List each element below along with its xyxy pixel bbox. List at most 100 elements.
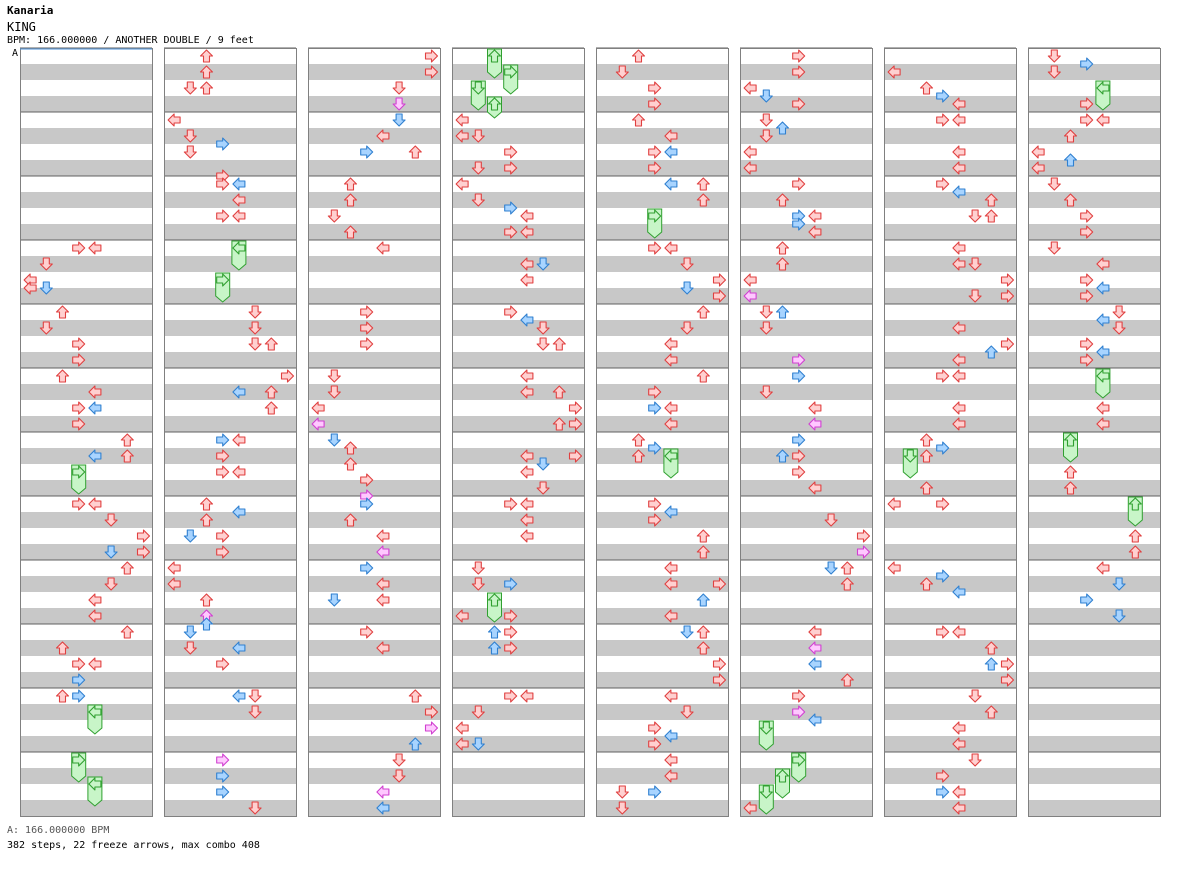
step-note [520,273,534,287]
arrow-shape [39,321,53,335]
step-note [743,801,757,815]
arrow-shape [759,113,773,127]
step-note [520,385,534,399]
arrow-shape [792,177,806,191]
freeze-arrow [1096,369,1110,383]
arrow-shape [856,545,871,559]
step-note [72,673,86,687]
step-note [952,145,966,159]
arrow-shape [1080,97,1094,111]
arrow-shape [183,529,197,543]
arrow-shape [520,449,534,463]
stripe [164,384,296,400]
step-note [775,241,790,255]
step-note [1096,401,1110,415]
arrow-shape [327,209,341,223]
arrow-shape [216,433,230,447]
step-note [120,433,134,447]
step-note [311,401,325,415]
footer-bpm: A: 166.000000 BPM [7,825,110,836]
step-note [183,81,197,95]
stripe [740,416,872,432]
stripe [452,288,584,304]
arrow-shape [216,209,230,223]
step-note [455,737,469,751]
step-note [232,505,246,519]
step-note [264,401,278,415]
arrow-shape [455,129,469,143]
arrow-shape [376,529,390,543]
arrow-shape [664,417,678,431]
stripe [1028,416,1160,432]
step-note [664,769,678,783]
step-note [775,193,790,207]
step-note [392,113,406,127]
arrow-shape [664,689,678,703]
arrow-shape [487,593,502,607]
stripe [20,96,152,112]
column-frame [596,48,729,817]
step-note [680,625,694,639]
arrow-shape [88,609,102,623]
step-note [696,193,710,207]
stripe [308,640,440,656]
stripe [740,384,872,400]
step-note [952,113,966,127]
arrow-shape [792,465,806,479]
arrow-shape [775,305,790,319]
arrow-shape [471,193,485,207]
step-note [504,161,518,175]
step-note [952,353,966,367]
arrow-shape [952,721,966,735]
arrow-shape [952,625,966,639]
arrow-shape [471,561,485,575]
step-note [1112,321,1126,335]
freeze-arrow [72,753,86,767]
arrow-shape [216,449,230,463]
arrow-shape [199,513,214,527]
stripe [596,256,728,272]
step-note [199,617,214,631]
column-frame [308,48,441,817]
arrow-shape [199,81,214,95]
arrow-shape [520,225,534,239]
arrow-shape [887,65,901,79]
arrow-shape [199,617,214,631]
chart-column [884,47,1017,817]
stripe [164,736,296,752]
step-note [487,625,502,639]
arrow-shape [72,657,86,671]
arrow-shape [248,321,262,335]
step-note [1112,577,1126,591]
stripe [308,416,440,432]
stripe [20,352,152,368]
step-note [232,209,246,223]
step-note [327,385,341,399]
step-note [72,337,86,351]
step-note [88,449,102,463]
stripe [308,224,440,240]
stripe [740,192,872,208]
step-note [648,441,662,455]
arrow-shape [199,497,214,511]
stripe [596,416,728,432]
step-note [520,513,534,527]
arrow-shape [72,241,86,255]
stripe [596,576,728,592]
arrow-shape [664,561,678,575]
stripe [884,512,1016,528]
step-note [664,729,678,743]
arrow-shape [1096,281,1110,295]
arrow-shape [504,609,518,623]
stripe [164,416,296,432]
step-note [792,433,806,447]
step-note [232,193,246,207]
stripe [20,800,152,816]
arrow-shape [775,257,790,271]
arrow-shape [183,145,197,159]
step-note [504,625,518,639]
step-note [664,353,678,367]
step-note [1047,177,1061,191]
arrow-shape [664,177,678,191]
step-note [408,145,422,159]
